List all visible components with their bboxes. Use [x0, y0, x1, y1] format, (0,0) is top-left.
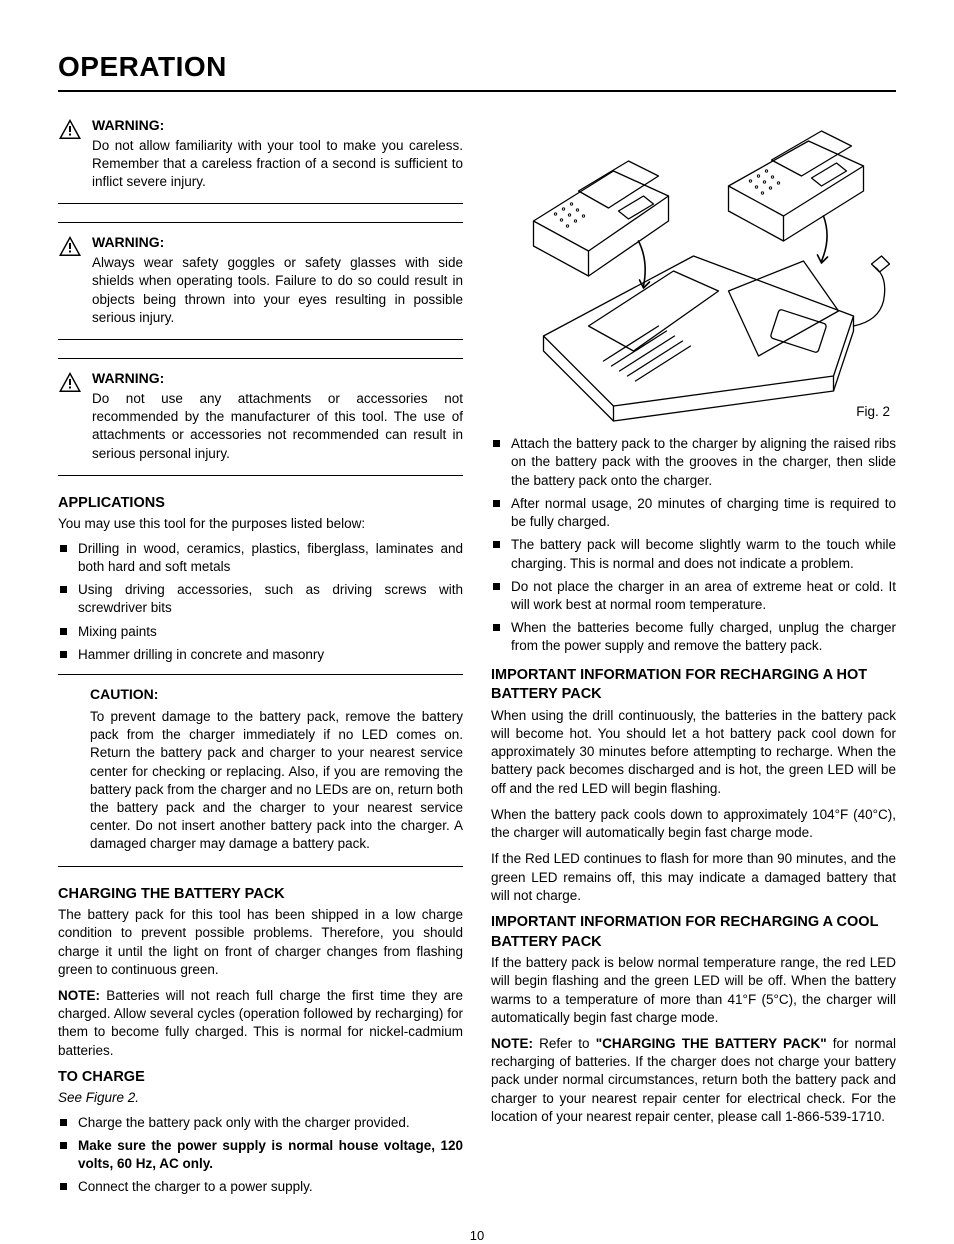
cool-battery-heading: IMPORTANT INFORMATION FOR RECHARGING A C… — [491, 913, 896, 952]
applications-heading: APPLICATIONS — [58, 494, 463, 514]
list-item: Hammer drilling in concrete and masonry — [58, 646, 463, 664]
left-column: WARNING: Do not allow familiarity with y… — [58, 116, 463, 1207]
hot-battery-p3: If the Red LED continues to flash for mo… — [491, 850, 896, 905]
warning-heading: WARNING: — [92, 369, 463, 388]
charger-illustration — [491, 116, 896, 426]
note-text: Batteries will not reach full charge the… — [58, 988, 463, 1058]
to-charge-list: Charge the battery pack only with the ch… — [58, 1114, 463, 1197]
warning-text: Always wear safety goggles or safety gla… — [92, 254, 463, 327]
right-column: Fig. 2 Attach the battery pack to the ch… — [491, 116, 896, 1207]
warning-text: Do not use any attachments or accessorie… — [92, 390, 463, 463]
list-item: Mixing paints — [58, 623, 463, 641]
see-figure: See Figure 2. — [58, 1089, 463, 1107]
two-column-layout: WARNING: Do not allow familiarity with y… — [58, 116, 896, 1207]
warning-heading: WARNING: — [92, 116, 463, 135]
applications-list: Drilling in wood, ceramics, plastics, fi… — [58, 540, 463, 664]
warning-text: Do not allow familiarity with your tool … — [92, 137, 463, 192]
note-refer: Refer to — [539, 1036, 596, 1051]
applications-intro: You may use this tool for the purposes l… — [58, 515, 463, 533]
list-item: Charge the battery pack only with the ch… — [58, 1114, 463, 1132]
warning-heading: WARNING: — [92, 233, 463, 252]
warning-icon — [58, 116, 82, 192]
page-number: 10 — [58, 1227, 896, 1244]
list-item: Drilling in wood, ceramics, plastics, fi… — [58, 540, 463, 576]
hot-battery-p2: When the battery pack cools down to appr… — [491, 806, 896, 842]
list-item: Attach the battery pack to the charger b… — [491, 435, 896, 490]
note-ref: "CHARGING THE BATTERY PACK" — [596, 1036, 827, 1051]
list-item: Using driving accessories, such as drivi… — [58, 581, 463, 617]
list-item: Do not place the charger in an area of e… — [491, 578, 896, 614]
to-charge-heading: TO CHARGE — [58, 1068, 463, 1088]
list-item: Connect the charger to a power supply. — [58, 1178, 463, 1196]
warning-block-1: WARNING: Do not allow familiarity with y… — [58, 116, 463, 205]
page-title: OPERATION — [58, 48, 896, 92]
caution-block: CAUTION: To prevent damage to the batter… — [58, 674, 463, 867]
note-label: NOTE: — [58, 988, 100, 1003]
charging-para: The battery pack for this tool has been … — [58, 906, 463, 979]
warning-block-3: WARNING: Do not use any attachments or a… — [58, 358, 463, 476]
list-item: Make sure the power supply is normal hou… — [58, 1137, 463, 1173]
charging-heading: CHARGING THE BATTERY PACK — [58, 885, 463, 905]
warning-icon — [58, 369, 82, 463]
figure-2: Fig. 2 — [491, 116, 896, 421]
charge-steps-list: Attach the battery pack to the charger b… — [491, 435, 896, 655]
warning-icon — [58, 233, 82, 327]
note-label: NOTE: — [491, 1036, 533, 1051]
hot-battery-heading: IMPORTANT INFORMATION FOR RECHARGING A H… — [491, 666, 896, 705]
caution-text: To prevent damage to the battery pack, r… — [90, 708, 463, 854]
list-item: After normal usage, 20 minutes of chargi… — [491, 495, 896, 531]
warning-block-2: WARNING: Always wear safety goggles or s… — [58, 222, 463, 340]
cool-battery-note: NOTE: Refer to "CHARGING THE BATTERY PAC… — [491, 1035, 896, 1126]
caution-heading: CAUTION: — [90, 685, 463, 704]
list-item: When the batteries become fully charged,… — [491, 619, 896, 655]
cool-battery-p1: If the battery pack is below normal temp… — [491, 954, 896, 1027]
list-item: The battery pack will become slightly wa… — [491, 536, 896, 572]
hot-battery-p1: When using the drill continuously, the b… — [491, 707, 896, 798]
charging-note: NOTE: Batteries will not reach full char… — [58, 987, 463, 1060]
